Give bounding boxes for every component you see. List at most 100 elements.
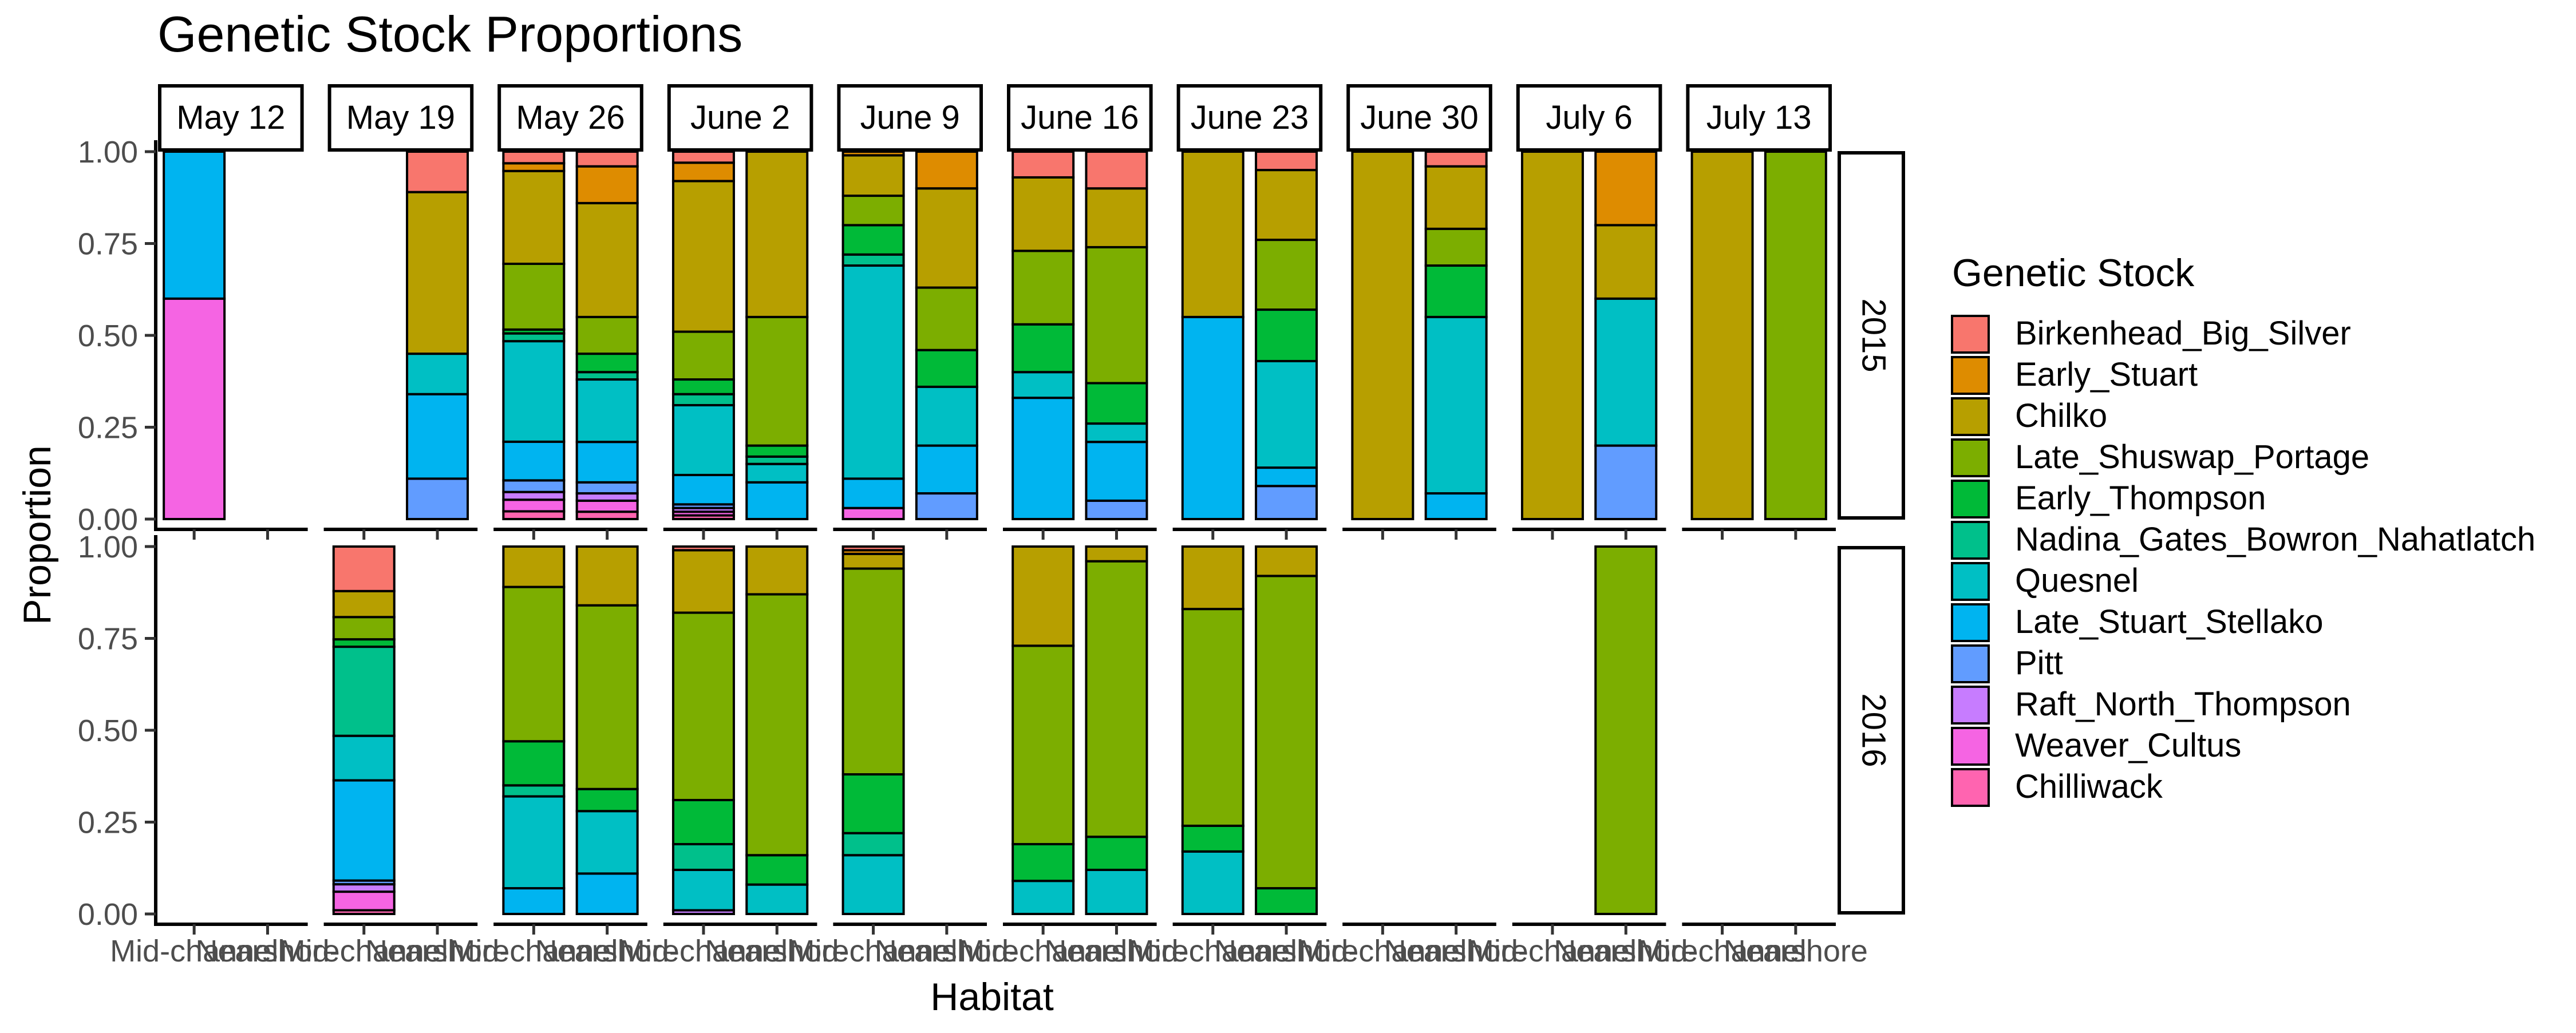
bar-segment-quesnel	[406, 353, 469, 395]
y-tick-label: 0.75	[78, 622, 138, 656]
bar-2015-may-26-nearshore	[575, 151, 639, 520]
facet-strip-july-6	[1516, 84, 1662, 152]
bar-segment-early-thompson	[1255, 887, 1318, 916]
bar-segment-chilko	[332, 589, 396, 619]
bar-segment-quesnel	[332, 734, 396, 782]
x-tick-label: Nearshore	[195, 934, 339, 968]
bar-segment-chilko	[1594, 224, 1658, 300]
bar-segment-nadina-gates-bowron-nahatlatch	[671, 843, 735, 871]
bar-segment-quesnel	[745, 883, 809, 916]
legend-label-late-stuart-stellako: Late_Stuart_Stellako	[2015, 603, 2323, 640]
bar-segment-early-stuart	[841, 151, 905, 157]
bar-segment-quesnel	[1012, 371, 1075, 399]
bar-segment-late-stuart-stellako	[575, 441, 639, 484]
bar-segment-quesnel	[575, 378, 639, 444]
legend-key-nadina-gates-bowron-nahatlatch	[1951, 521, 1990, 560]
bar-segment-early-thompson	[671, 798, 735, 846]
x-tick-label: Mid-channel	[449, 934, 618, 968]
bar-segment-nadina-gates-bowron-nahatlatch	[841, 253, 905, 267]
facet-label-june-16: June 16	[1021, 99, 1139, 136]
strips-layer: May 12 May 19 May 26 June 2 June 9 June 16 Jun…	[158, 84, 1905, 915]
bar-segment-quesnel	[1012, 880, 1075, 915]
facet-label-june-9: June 9	[860, 99, 960, 136]
bar-segment-early-thompson	[1085, 382, 1148, 425]
bar-segment-quesnel	[671, 868, 735, 912]
bar-segment-late-shuswap-portage	[502, 262, 566, 331]
bar-segment-late-stuart-stellako	[163, 151, 226, 300]
bar-segment-early-thompson	[1012, 843, 1075, 882]
bar-2015-july-6-nearshore	[1594, 151, 1658, 520]
bar-segment-pitt	[575, 481, 639, 495]
bar-segment-quesnel	[575, 810, 639, 875]
bar-segment-weaver-cultus	[332, 890, 396, 912]
bar-2015-june-30-nearshore	[1424, 151, 1488, 520]
bar-segment-late-shuswap-portage	[841, 567, 905, 776]
bar-segment-quesnel	[1424, 315, 1488, 495]
x-tick-label: Nearshore	[1384, 934, 1528, 968]
facet-label-july-13: July 13	[1706, 99, 1812, 136]
bar-segment-early-stuart	[1594, 151, 1658, 227]
bar-segment-early-thompson	[575, 787, 639, 813]
bar-segment-late-shuswap-portage	[502, 585, 566, 743]
bar-segment-weaver-cultus	[502, 498, 566, 513]
legend-key-early-thompson	[1951, 480, 1990, 519]
bar-segment-birkenhead-big-silver	[1255, 151, 1318, 172]
bar-segment-early-thompson	[745, 854, 809, 886]
bar-segment-birkenhead-big-silver	[1012, 151, 1075, 179]
bar-segment-pitt	[915, 492, 978, 520]
x-tick-label: Nearshore	[365, 934, 509, 968]
bar-segment-quesnel	[745, 462, 809, 484]
bar-segment-quesnel	[915, 385, 978, 447]
bar-segment-nadina-gates-bowron-nahatlatch	[502, 784, 566, 798]
row-strip-2016	[1838, 546, 1905, 915]
bar-segment-late-stuart-stellako	[671, 473, 735, 506]
bar-segment-chilko	[1520, 151, 1584, 520]
bar-segment-birkenhead-big-silver	[406, 151, 469, 193]
bar-segment-birkenhead-big-silver	[1085, 151, 1148, 190]
bar-segment-early-stuart	[915, 151, 978, 190]
y-tick-label: 0.00	[78, 897, 138, 932]
facet-label-july-6: July 6	[1546, 99, 1633, 136]
bar-segment-pitt	[406, 477, 469, 521]
bar-segment-birkenhead-big-silver	[671, 151, 735, 164]
legend-label-early-thompson: Early_Thompson	[2015, 480, 2266, 517]
bar-segment-pitt	[1255, 485, 1318, 520]
bar-segment-pitt	[1594, 444, 1658, 520]
bar-segment-chilko	[575, 201, 639, 318]
bar-segment-chilko	[1351, 151, 1415, 520]
legend-label-chilliwack: Chilliwack	[2015, 768, 2163, 805]
bar-2016-may-26-mid-channel	[502, 545, 566, 916]
legend-label-nadina-gates-bowron-nahatlatch: Nadina_Gates_Bowron_Nahatlatch	[2015, 521, 2535, 558]
row-label-2015: 2015	[1855, 298, 1893, 372]
bar-segment-quesnel	[502, 340, 566, 443]
facet-strip-june-16	[1007, 84, 1153, 152]
bar-segment-late-shuswap-portage	[332, 616, 396, 641]
x-tick-label: Nearshore	[875, 934, 1019, 968]
row-label-2016: 2016	[1855, 693, 1893, 767]
facet-strip-july-13	[1686, 84, 1832, 152]
bar-segment-chilko	[1255, 545, 1318, 577]
x-tick-label: Nearshore	[1044, 934, 1188, 968]
bar-segment-chilko	[502, 545, 566, 588]
bar-segment-birkenhead-big-silver	[1424, 151, 1488, 168]
bar-2016-june-9-mid-channel	[841, 545, 905, 916]
facet-strip-june-23	[1176, 84, 1323, 152]
bar-segment-late-shuswap-portage	[1085, 560, 1148, 838]
bar-segment-early-thompson	[841, 224, 905, 256]
bar-segment-late-shuswap-portage	[915, 286, 978, 351]
legend-key-weaver-cultus	[1951, 727, 1990, 766]
facet-strip-may-12	[158, 84, 304, 152]
bar-segment-early-thompson	[671, 378, 735, 395]
bar-segment-late-stuart-stellako	[1424, 492, 1488, 520]
bar-segment-late-shuswap-portage	[1594, 545, 1658, 915]
bar-2015-june-23-mid-channel	[1181, 151, 1244, 521]
legend-key-late-shuswap-portage	[1951, 438, 1990, 477]
bar-2016-june-2-mid-channel	[671, 545, 735, 915]
bar-segment-nadina-gates-bowron-nahatlatch	[332, 646, 396, 737]
bar-segment-early-thompson	[575, 353, 639, 374]
bar-2015-june-9-nearshore	[915, 151, 978, 520]
bar-segment-quesnel	[1085, 868, 1148, 915]
bar-segment-birkenhead-big-silver	[502, 151, 566, 165]
axes-layer: 0.000.250.500.751.000.000.250.500.751.00…	[78, 135, 1868, 968]
